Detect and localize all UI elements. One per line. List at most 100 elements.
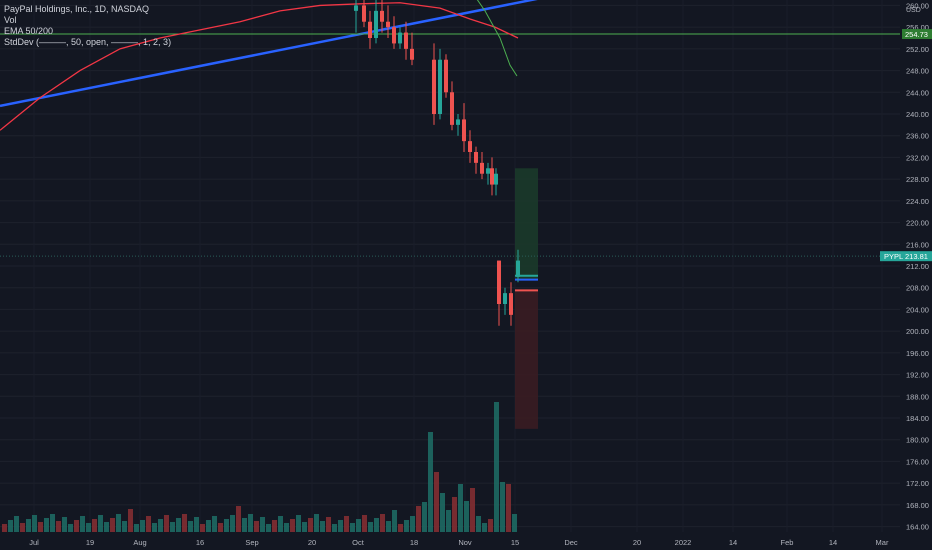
volume-bar [260,517,265,532]
horizontal-level-tag: 254.73 [905,30,928,39]
candle-body [497,260,501,304]
target-zone [515,168,538,280]
time-tick-label: Nov [458,538,472,547]
volume-bar [392,510,397,532]
volume-bar [314,514,319,532]
trendline [0,0,538,108]
volume-bar [272,520,277,532]
candle-body [468,141,472,152]
last-price-tag-bg [902,251,932,262]
volume-bar [86,523,91,532]
price-tick-label: 212.00 [906,262,929,271]
price-tick-label: 232.00 [906,153,929,162]
volume-bar [452,497,457,532]
volume-indicator-label[interactable]: Vol [4,15,17,25]
candle-body [354,5,358,11]
time-tick-label: 14 [729,538,737,547]
candle-body [444,59,448,93]
volume-bar [374,518,379,532]
volume-bar [152,523,157,532]
price-tick-label: 208.00 [906,284,929,293]
stddev-indicator-label[interactable]: StdDev (———, 50, open, ———, 1, 2, 3) [4,37,172,47]
candle-body [486,168,490,174]
ticker-tag: PYPL [884,252,903,261]
time-tick-label: Sep [245,538,258,547]
volume-bar [128,509,133,532]
volume-bar [146,516,151,532]
volume-bar [14,516,19,532]
chart-legend: PayPal Holdings, Inc., 1D, NASDAQ Vol EM… [4,4,171,48]
volume-bar [254,521,259,532]
volume-bar [470,488,475,532]
candle-body [368,21,372,38]
symbol-title[interactable]: PayPal Holdings, Inc., 1D, NASDAQ [4,4,150,14]
volume-bar [458,484,463,532]
last-price-tag: 213.81 [905,252,928,261]
volume-bar [56,521,61,532]
candle-body [386,21,390,28]
volume-bar [50,514,55,532]
volume-bar [500,482,505,532]
price-tick-label: 256.00 [906,23,929,32]
volume-bar [284,523,289,532]
price-tick-label: 224.00 [906,197,929,206]
price-axis[interactable]: 164.00 168.00 172.00 176.00 180.00 184.00 188.… [906,1,929,531]
volume-bar [170,522,175,532]
candle-body [404,32,408,49]
candle-body [432,59,436,114]
price-tick-label: 236.00 [906,132,929,141]
risk-reward-zones[interactable] [515,168,538,429]
volume-bar [278,516,283,532]
chart-grid [0,4,900,528]
volume-bar [488,519,493,532]
time-tick-label: Dec [564,538,578,547]
horizontal-level-tag-bg [902,29,932,40]
volume-bar [140,520,145,532]
volume-bar [224,519,229,532]
candle-body [450,92,454,125]
time-tick-label: 20 [308,538,316,547]
volume-bar [230,515,235,532]
candle-body [503,293,507,304]
ema-indicator-label[interactable]: EMA 50/200 [4,26,54,36]
volume-bar [26,519,31,532]
volume-bar [194,517,199,532]
candle-body [474,152,478,163]
volume-bar [122,521,127,532]
volume-bar [428,432,433,532]
volume-bar [212,516,217,532]
volume-bar [326,517,331,532]
candle-body [410,48,414,60]
stop-zone [515,290,538,429]
price-tick-label: 228.00 [906,175,929,184]
volume-bar [98,515,103,532]
volume-bar [74,520,79,532]
candle-body [490,168,494,185]
volume-bar [386,521,391,532]
candle-body [392,27,396,44]
price-tick-label: 204.00 [906,305,929,314]
candle-body [438,59,442,114]
time-axis[interactable]: Jul 19 Aug 16 Sep 20 Oct 18 Nov 15 Dec 20 2022 14 Feb 1… [29,538,889,547]
volume-bar [206,520,211,532]
volume-bar [242,518,247,532]
price-tick-label: 164.00 [906,523,929,532]
price-tick-label: 180.00 [906,436,929,445]
volume-bar [482,523,487,532]
price-tick-label: 184.00 [906,414,929,423]
volume-bar [236,506,241,532]
volume-bar [68,524,73,532]
volume-bar [416,506,421,532]
volume-bar [356,519,361,532]
volume-bar [398,524,403,532]
volume-bar [218,523,223,532]
candle-body [480,162,484,174]
volume-bar [464,501,469,532]
volume-bar [368,522,373,532]
volume-bar [62,517,67,532]
volume-bar [188,521,193,532]
time-tick-label: 18 [410,538,418,547]
volume-bar [38,522,43,532]
